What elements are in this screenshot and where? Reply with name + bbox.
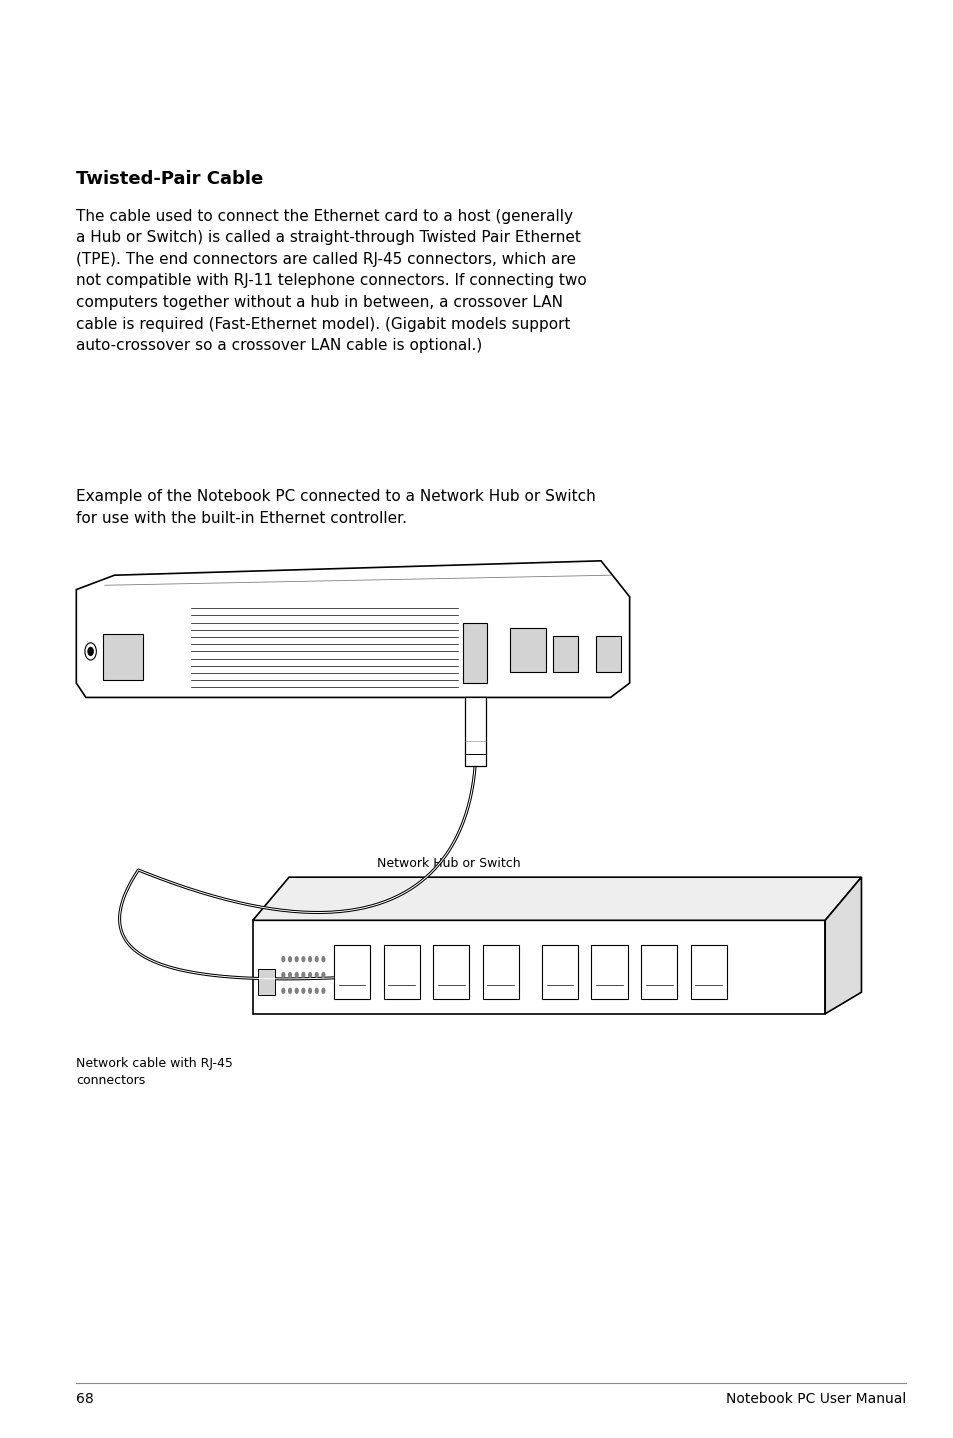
Circle shape [314,956,318,962]
Polygon shape [824,877,861,1014]
Circle shape [308,972,312,978]
Circle shape [294,972,298,978]
Text: 68: 68 [76,1392,94,1406]
Circle shape [288,972,292,978]
Circle shape [281,988,285,994]
Bar [433,945,469,999]
Circle shape [85,643,96,660]
Circle shape [321,956,325,962]
Text: Twisted-Pair Cable: Twisted-Pair Cable [76,170,263,188]
Circle shape [301,972,305,978]
Circle shape [88,647,93,656]
Bar [334,945,370,999]
Text: The cable used to connect the Ethernet card to a host (generally
a Hub or Switch: The cable used to connect the Ethernet c… [76,209,586,354]
Circle shape [294,956,298,962]
Bar [596,636,620,672]
Text: Network cable with RJ-45
connectors: Network cable with RJ-45 connectors [76,1057,233,1087]
Text: Example of the Notebook PC connected to a Network Hub or Switch
for use with the: Example of the Notebook PC connected to … [76,489,596,525]
Bar [690,945,726,999]
Text: Network Hub or Switch: Network Hub or Switch [376,857,520,870]
Bar [553,636,578,672]
Bar [541,945,578,999]
Text: Notebook PC User Manual: Notebook PC User Manual [725,1392,905,1406]
Polygon shape [253,877,861,920]
Circle shape [281,972,285,978]
Circle shape [314,972,318,978]
Bar [482,945,518,999]
Circle shape [281,956,285,962]
Circle shape [288,988,292,994]
Circle shape [301,956,305,962]
Circle shape [308,956,312,962]
Bar [462,623,486,683]
Bar [591,945,627,999]
Polygon shape [464,697,485,766]
Bar [510,628,545,672]
Bar [257,969,274,995]
Circle shape [288,956,292,962]
Bar [383,945,419,999]
Bar [640,945,677,999]
Circle shape [308,988,312,994]
Polygon shape [253,920,824,1014]
Circle shape [321,988,325,994]
Circle shape [314,988,318,994]
Circle shape [294,988,298,994]
Bar [103,634,143,680]
Circle shape [321,972,325,978]
Polygon shape [76,561,629,697]
Circle shape [301,988,305,994]
